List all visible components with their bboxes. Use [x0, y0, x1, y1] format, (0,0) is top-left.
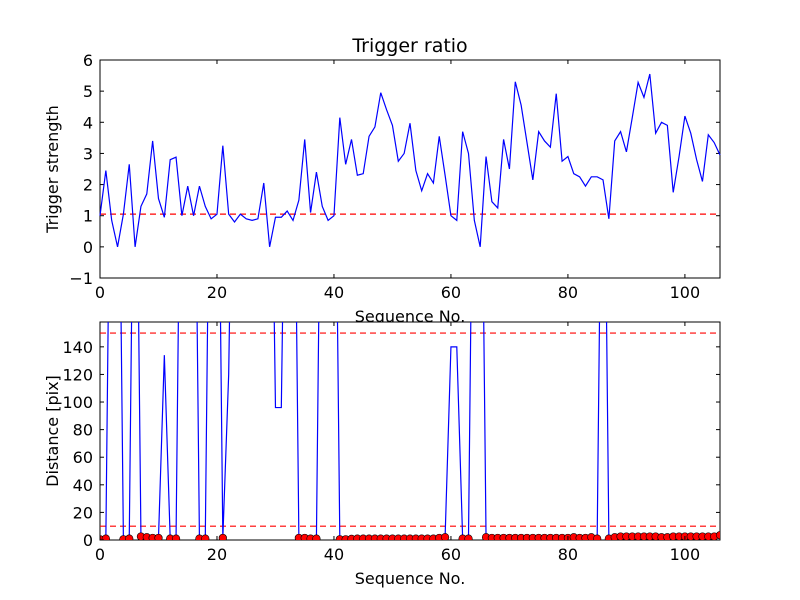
y-tick-label: 0 [83, 531, 93, 550]
x-tick-label: 100 [670, 545, 701, 564]
trigger-strength-line [99, 73, 721, 247]
data-point-marker [154, 533, 163, 540]
data-point-marker [201, 534, 210, 540]
x-tick-label: 60 [441, 283, 461, 302]
x-axis-label-top: Sequence No. [355, 307, 466, 326]
y-tick-label: 1 [83, 207, 93, 226]
x-tick-label: 80 [558, 283, 578, 302]
y-tick-label: 40 [73, 476, 93, 495]
x-tick-label: 20 [207, 545, 227, 564]
data-point-marker [101, 534, 110, 540]
y-tick-label: 60 [73, 448, 93, 467]
y-tick-label: 120 [62, 365, 93, 384]
data-point-marker [440, 533, 450, 540]
axes-ticks-bottom: 0 20 40 60 80 100 0 20 40 60 80 100 120 140 [62, 322, 720, 564]
threshold-lines-bottom [100, 332, 720, 527]
x-tick-label: 40 [324, 545, 344, 564]
data-point-marker [593, 534, 602, 540]
x-tick-label: 40 [324, 283, 344, 302]
y-tick-label: 6 [83, 51, 93, 70]
distance-markers [100, 531, 720, 540]
x-axis-label-bottom: Sequence No. [355, 569, 466, 588]
distance-chart: Sequence No. Distance [pix] [43, 321, 721, 588]
y-axis-label-bottom: Distance [pix] [43, 375, 62, 487]
y-axis-label-top: Trigger strength [43, 105, 62, 234]
chart-title: Trigger ratio [351, 35, 467, 57]
data-point-marker [464, 534, 473, 540]
y-tick-label: 100 [62, 393, 93, 412]
y-tick-label: 80 [73, 421, 93, 440]
x-tick-label: 80 [558, 545, 578, 564]
plot-area-top [99, 59, 721, 279]
y-tick-label: 2 [83, 176, 93, 195]
y-tick-label: 5 [83, 82, 93, 101]
data-point-marker [218, 533, 227, 540]
data-point-marker [715, 531, 720, 540]
y-tick-label: −1 [69, 269, 93, 288]
y-tick-label: 3 [83, 144, 93, 163]
data-point-marker [171, 534, 181, 540]
y-tick-label: 0 [83, 238, 93, 257]
data-point-marker [125, 534, 134, 540]
plot-area-bottom [99, 321, 721, 541]
plot-content-bottom [100, 322, 720, 540]
x-tick-label: 60 [441, 545, 461, 564]
x-tick-label: 0 [95, 283, 105, 302]
y-tick-label: 4 [83, 113, 93, 132]
y-tick-label: 20 [73, 503, 93, 522]
x-tick-label: 0 [95, 545, 105, 564]
data-point-marker [312, 534, 321, 540]
x-tick-label: 20 [207, 283, 227, 302]
x-tick-label: 100 [670, 283, 701, 302]
y-tick-label: 140 [62, 338, 93, 357]
